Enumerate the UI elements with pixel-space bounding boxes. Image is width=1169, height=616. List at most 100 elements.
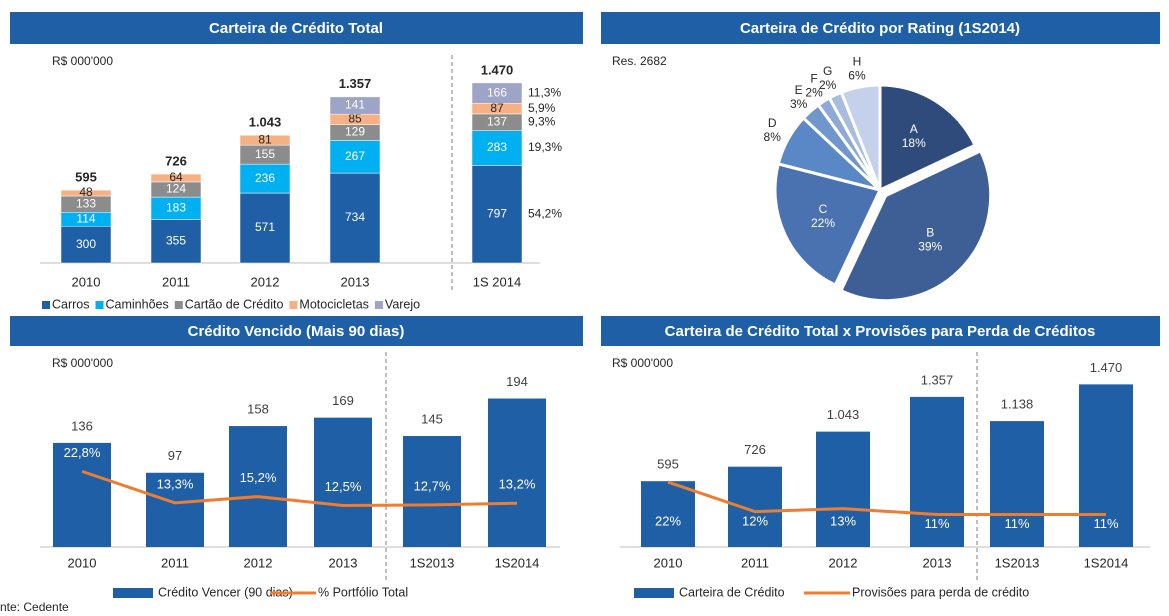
header-bar [601,12,1160,44]
slice-category: D [768,116,777,130]
slice-label: 6% [848,68,866,82]
line-label: 11% [924,516,949,531]
subtitle: R$ 000'000 [612,356,673,370]
slice-category: F [810,71,817,85]
bar-segment [471,165,523,264]
total-label: 726 [165,154,187,169]
data-label: 48 [79,185,93,199]
total-label: 1.470 [481,62,514,77]
data-label: 124 [166,182,186,196]
legend-swatch [174,301,183,309]
bar-label: 595 [657,457,679,472]
line-label: 11% [1093,516,1118,531]
legend-swatch [634,588,674,598]
bar-label: 97 [168,448,182,463]
slice-label: 22% [811,216,835,230]
legend-label: Carteira de Crédito [679,585,785,599]
data-label: 81 [258,132,272,146]
bar-segment [150,173,202,183]
data-label: 283 [487,140,507,154]
x-tick-label: 2013 [923,555,952,570]
x-tick-label: 2011 [741,555,769,570]
header-bar [10,316,583,346]
chart-title: Carteira de Crédito por Rating (1S2014) [740,20,1020,37]
bar [990,421,1044,547]
data-label: 797 [487,206,507,220]
line-label: 22% [655,513,681,528]
slice-label: 8% [764,130,782,144]
bar-label: 136 [71,418,93,433]
pie-slice [773,162,883,288]
legend-label: Motocicletas [299,297,368,311]
slice-label: 2% [805,85,823,99]
data-label: 166 [487,85,507,99]
share-label: 19,3% [528,140,562,154]
bar-segment [239,163,291,194]
subtitle: Res. 2682 [612,54,667,68]
data-label: 300 [76,237,96,251]
total-label: 595 [75,170,97,185]
legend-label: Crédito Vencer (90 dias) [158,585,293,599]
pie-slice [878,83,978,193]
x-tick-label: 2010 [654,555,683,570]
legend-swatch [42,301,50,309]
slice-label: 3% [790,97,808,111]
legend-label: Varejo [385,297,420,311]
bar-label: 1.138 [1001,397,1034,412]
total-label: 1.043 [249,115,282,130]
data-label: 355 [166,233,186,247]
x-tick-label: 2012 [829,555,858,570]
share-label: 54,2% [528,206,562,220]
bar [53,442,111,547]
x-tick-label: 2010 [68,555,97,570]
slice-category: B [926,225,934,239]
legend-swatch [289,301,298,309]
x-tick-label: 1S2013 [995,555,1040,570]
header-bar [601,316,1160,346]
bar-label: 158 [247,402,269,417]
data-label: 571 [255,220,275,234]
x-tick-label: 2012 [244,555,273,570]
x-tick-label: 2013 [329,555,358,570]
slice-label: 18% [902,136,926,150]
slice-category: E [795,83,803,97]
line-label: 12,7% [414,478,451,493]
data-label: 137 [487,114,507,128]
x-tick-label: 2012 [251,274,280,289]
data-label: 133 [76,196,96,210]
line-label: 13% [830,513,856,528]
legend-label: Caminhões [106,297,169,311]
data-label: 734 [345,210,365,224]
bar-segment [239,134,291,146]
legend-swatch [95,301,104,309]
bar-label: 1.043 [827,407,860,422]
legend-swatch [374,301,383,309]
data-label: 85 [348,112,362,126]
x-tick-label: 2010 [72,274,101,289]
chart-title: Carteira de Crédito Total [209,20,383,37]
bar-label: 194 [506,374,528,389]
bar-label: 726 [744,442,766,457]
bar-label: 169 [332,393,354,408]
bar [1079,384,1133,547]
chart-title: Crédito Vencido (Mais 90 dias) [188,323,405,340]
data-label: 267 [345,149,365,163]
x-tick-label: 2013 [341,274,370,289]
data-label: 141 [345,98,365,112]
bar-segment [329,140,381,174]
line-label: 22,8% [64,445,101,460]
data-label: 114 [76,211,95,225]
bar-segment [239,192,291,264]
legend-label: Carros [52,297,90,311]
bar-segment [329,96,381,115]
header-bar [10,12,583,44]
slice-category: A [910,122,918,136]
legend-label: % Portfólio Total [318,585,408,599]
slice-label: 2% [819,78,837,92]
bar [403,436,461,547]
line-label: 12% [742,513,768,528]
bar [314,417,372,547]
slice-category: H [853,54,862,68]
bar [488,398,546,547]
